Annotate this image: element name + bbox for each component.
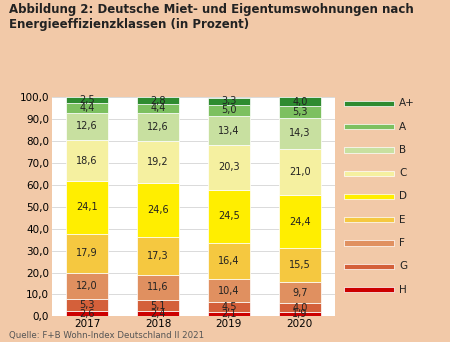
Text: 18,6: 18,6 xyxy=(76,156,98,166)
Bar xyxy=(137,311,179,316)
Text: 24,5: 24,5 xyxy=(218,211,240,221)
Bar xyxy=(208,145,250,189)
Text: 13,4: 13,4 xyxy=(218,126,240,135)
Text: C: C xyxy=(399,168,406,178)
Text: 5,3: 5,3 xyxy=(292,107,307,117)
Bar xyxy=(208,279,250,302)
Bar xyxy=(137,104,179,113)
Text: 24,4: 24,4 xyxy=(289,216,310,226)
Bar xyxy=(279,118,321,149)
Bar xyxy=(279,195,321,248)
Bar xyxy=(137,237,179,275)
Bar xyxy=(66,181,108,234)
Text: 5,3: 5,3 xyxy=(80,300,95,310)
Bar xyxy=(279,248,321,282)
Text: 11,6: 11,6 xyxy=(147,282,169,292)
Text: 17,3: 17,3 xyxy=(147,251,169,261)
Text: 15,5: 15,5 xyxy=(289,260,310,270)
Bar xyxy=(279,149,321,195)
Text: 4,5: 4,5 xyxy=(221,302,237,312)
Text: 14,3: 14,3 xyxy=(289,128,310,138)
Bar xyxy=(66,113,108,140)
Bar xyxy=(279,303,321,312)
Bar xyxy=(66,299,108,311)
Bar xyxy=(137,141,179,183)
Bar xyxy=(66,311,108,316)
Bar xyxy=(66,97,108,103)
Bar xyxy=(279,282,321,303)
Bar xyxy=(208,116,250,145)
Text: 5,0: 5,0 xyxy=(221,105,237,115)
Text: 4,4: 4,4 xyxy=(80,103,95,113)
Text: 12,6: 12,6 xyxy=(147,122,169,132)
Bar xyxy=(66,140,108,181)
Bar xyxy=(208,302,250,312)
Bar xyxy=(279,312,321,316)
Text: 20,3: 20,3 xyxy=(218,162,240,172)
Text: 4,0: 4,0 xyxy=(292,97,307,107)
Bar xyxy=(137,275,179,300)
Text: 5,1: 5,1 xyxy=(150,301,166,311)
Bar xyxy=(208,98,250,105)
Text: 19,2: 19,2 xyxy=(147,157,169,167)
Text: D: D xyxy=(399,192,407,201)
Text: 4,0: 4,0 xyxy=(292,303,307,313)
Bar xyxy=(279,97,321,106)
Bar xyxy=(208,105,250,116)
Bar xyxy=(137,183,179,237)
Text: 24,1: 24,1 xyxy=(76,202,98,212)
Text: 24,6: 24,6 xyxy=(147,205,169,215)
Bar xyxy=(66,234,108,273)
Text: 21,0: 21,0 xyxy=(289,167,310,177)
Bar xyxy=(208,312,250,316)
Bar xyxy=(66,273,108,299)
Text: G: G xyxy=(399,261,407,271)
Text: 3,3: 3,3 xyxy=(221,96,237,106)
Text: 10,4: 10,4 xyxy=(218,286,240,295)
Text: 2,6: 2,6 xyxy=(80,308,95,318)
Bar xyxy=(208,189,250,243)
Text: 12,6: 12,6 xyxy=(76,121,98,131)
Text: 2,5: 2,5 xyxy=(79,95,95,105)
Text: Quelle: F+B Wohn-Index Deutschland II 2021: Quelle: F+B Wohn-Index Deutschland II 20… xyxy=(9,331,204,340)
Text: 12,0: 12,0 xyxy=(76,281,98,291)
Text: 9,7: 9,7 xyxy=(292,288,307,298)
Text: F: F xyxy=(399,238,405,248)
Text: 17,9: 17,9 xyxy=(76,248,98,258)
Text: 1,9: 1,9 xyxy=(292,309,307,319)
Bar xyxy=(137,97,179,104)
Text: 2,4: 2,4 xyxy=(150,309,166,319)
Bar xyxy=(279,106,321,118)
Text: 16,4: 16,4 xyxy=(218,256,240,266)
Text: A+: A+ xyxy=(399,98,415,108)
Bar xyxy=(137,300,179,311)
Text: Abbildung 2: Deutsche Miet- und Eigentumswohnungen nach
Energieeffizienzklassen : Abbildung 2: Deutsche Miet- und Eigentum… xyxy=(9,3,414,31)
Text: E: E xyxy=(399,215,405,225)
Text: 4,4: 4,4 xyxy=(150,103,166,114)
Text: 2,8: 2,8 xyxy=(150,95,166,106)
Bar xyxy=(66,103,108,113)
Text: A: A xyxy=(399,122,406,132)
Text: H: H xyxy=(399,285,407,294)
Text: 2,1: 2,1 xyxy=(221,309,237,319)
Bar xyxy=(208,243,250,279)
Bar xyxy=(137,113,179,141)
Text: B: B xyxy=(399,145,406,155)
